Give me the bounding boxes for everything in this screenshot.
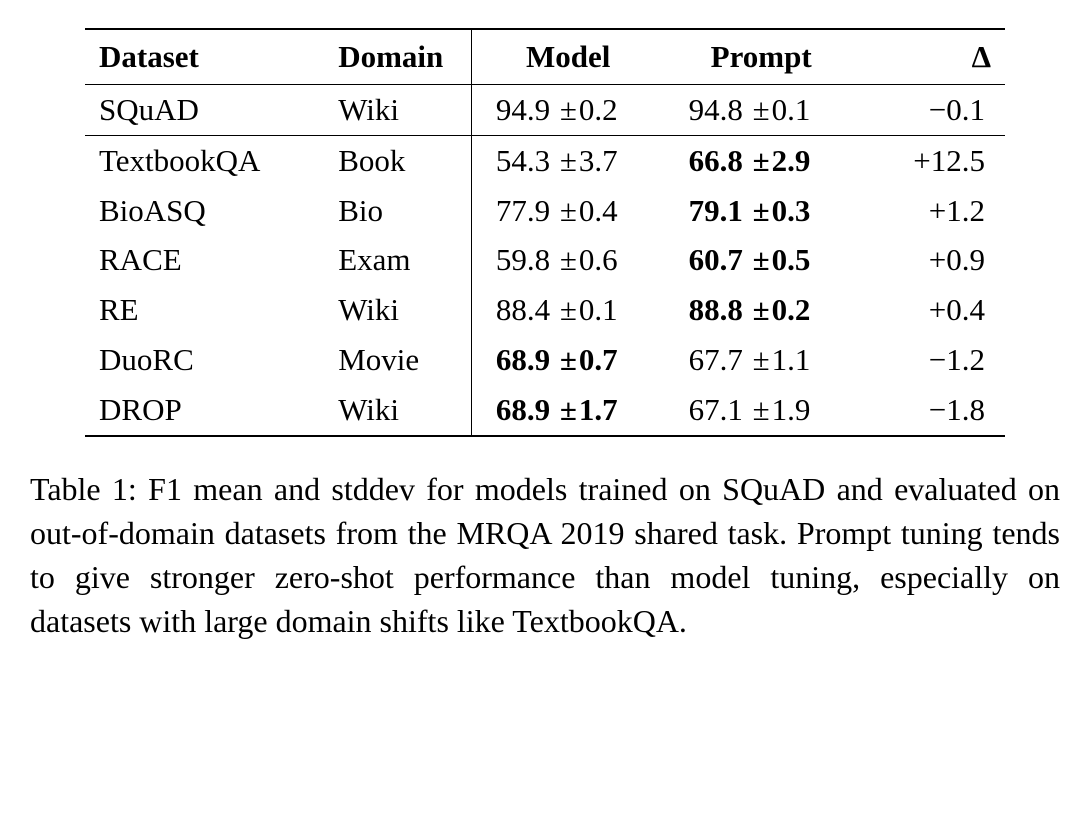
table-caption: Table 1: F1 mean and stddev for models t… (30, 467, 1060, 644)
table-row: SQuADWiki94.9 ±0.294.8 ±0.1−0.1 (85, 84, 1005, 135)
cell-domain: Wiki (324, 285, 471, 335)
cell-domain: Book (324, 135, 471, 185)
cell-prompt: 67.1 ±1.9 (665, 385, 858, 436)
cell-prompt: 67.7 ±1.1 (665, 335, 858, 385)
cell-delta: −1.2 (858, 335, 1005, 385)
cell-domain: Wiki (324, 84, 471, 135)
cell-domain: Wiki (324, 385, 471, 436)
table-row: BioASQBio77.9 ±0.479.1 ±0.3+1.2 (85, 186, 1005, 236)
table-header-row: Dataset Domain Model Prompt Δ (85, 29, 1005, 84)
cell-delta: −1.8 (858, 385, 1005, 436)
table-row: RACEExam59.8 ±0.660.7 ±0.5+0.9 (85, 235, 1005, 285)
header-delta: Δ (858, 29, 1005, 84)
cell-domain: Movie (324, 335, 471, 385)
cell-delta: +0.4 (858, 285, 1005, 335)
cell-delta: +1.2 (858, 186, 1005, 236)
cell-dataset: RE (85, 285, 324, 335)
cell-domain: Exam (324, 235, 471, 285)
cell-domain: Bio (324, 186, 471, 236)
cell-model: 68.9 ±1.7 (471, 385, 664, 436)
table-body: SQuADWiki94.9 ±0.294.8 ±0.1−0.1TextbookQ… (85, 84, 1005, 435)
cell-dataset: TextbookQA (85, 135, 324, 185)
cell-prompt: 94.8 ±0.1 (665, 84, 858, 135)
cell-prompt: 79.1 ±0.3 (665, 186, 858, 236)
cell-dataset: DuoRC (85, 335, 324, 385)
results-table: Dataset Domain Model Prompt Δ SQuADWiki9… (85, 28, 1005, 437)
cell-dataset: SQuAD (85, 84, 324, 135)
table-row: DROPWiki68.9 ±1.767.1 ±1.9−1.8 (85, 385, 1005, 436)
cell-dataset: BioASQ (85, 186, 324, 236)
cell-prompt: 88.8 ±0.2 (665, 285, 858, 335)
cell-delta: +12.5 (858, 135, 1005, 185)
cell-delta: +0.9 (858, 235, 1005, 285)
cell-model: 54.3 ±3.7 (471, 135, 664, 185)
cell-dataset: DROP (85, 385, 324, 436)
cell-model: 88.4 ±0.1 (471, 285, 664, 335)
cell-model: 59.8 ±0.6 (471, 235, 664, 285)
table-row: TextbookQABook54.3 ±3.766.8 ±2.9+12.5 (85, 135, 1005, 185)
cell-model: 94.9 ±0.2 (471, 84, 664, 135)
caption-text: F1 mean and stddev for models trained on… (30, 471, 1060, 639)
header-domain: Domain (324, 29, 471, 84)
header-prompt: Prompt (665, 29, 858, 84)
cell-model: 77.9 ±0.4 (471, 186, 664, 236)
cell-delta: −0.1 (858, 84, 1005, 135)
results-table-container: Dataset Domain Model Prompt Δ SQuADWiki9… (85, 28, 1005, 437)
header-dataset: Dataset (85, 29, 324, 84)
table-row: REWiki88.4 ±0.188.8 ±0.2+0.4 (85, 285, 1005, 335)
header-model: Model (471, 29, 664, 84)
cell-dataset: RACE (85, 235, 324, 285)
cell-prompt: 60.7 ±0.5 (665, 235, 858, 285)
caption-label: Table 1: (30, 471, 137, 507)
cell-prompt: 66.8 ±2.9 (665, 135, 858, 185)
table-row: DuoRCMovie68.9 ±0.767.7 ±1.1−1.2 (85, 335, 1005, 385)
cell-model: 68.9 ±0.7 (471, 335, 664, 385)
